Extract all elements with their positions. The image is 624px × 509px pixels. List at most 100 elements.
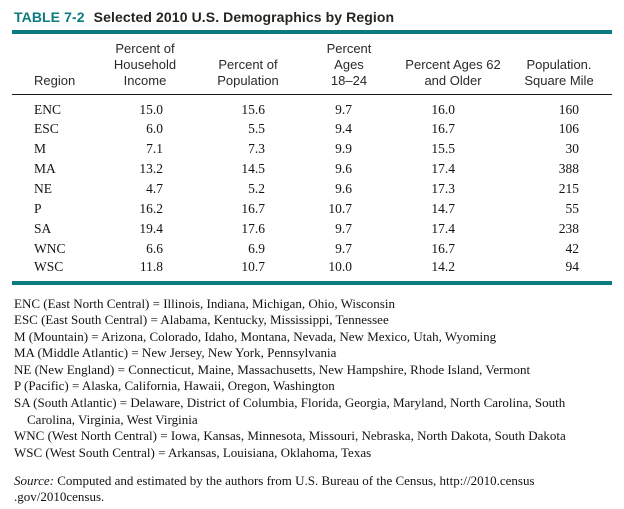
header-line: Household xyxy=(113,57,177,72)
value-cell: 10.7 xyxy=(241,258,265,274)
header-line: and Older xyxy=(424,73,482,88)
value-cell: 6.6 xyxy=(146,240,163,256)
table-row: WNC 6.6 6.9 9.7 16.7 42 xyxy=(12,239,612,259)
value-cell: 160 xyxy=(558,101,579,117)
table-row: NE 4.7 5.2 9.6 17.3 215 xyxy=(12,179,612,199)
value-cell: 11.8 xyxy=(139,258,163,274)
value-cell: 17.4 xyxy=(431,220,455,236)
header-population: Percent of Population xyxy=(198,34,298,95)
value-cell: 6.9 xyxy=(248,240,265,256)
header-line: Percent of xyxy=(218,57,278,72)
footnote: M (Mountain) = Arizona, Colorado, Idaho,… xyxy=(14,328,497,344)
footnote: P (Pacific) = Alaska, California, Hawaii… xyxy=(14,378,335,394)
value-cell: 4.7 xyxy=(146,180,163,196)
region-cell: NE xyxy=(34,180,52,196)
region-cell: WNC xyxy=(34,240,66,256)
bottom-rule xyxy=(12,280,612,285)
table-row: SA 19.4 17.6 9.7 17.4 238 xyxy=(12,219,612,239)
header-line: Population xyxy=(217,73,279,88)
value-cell: 5.5 xyxy=(248,120,265,136)
value-cell: 16.7 xyxy=(241,200,265,216)
value-cell: 15.5 xyxy=(431,140,455,156)
header-line: Population. xyxy=(526,57,592,72)
header-line: Percent xyxy=(326,41,372,56)
table-row: ESC 6.0 5.5 9.4 16.7 106 xyxy=(12,119,612,139)
region-cell: ENC xyxy=(34,101,61,117)
region-cell: SA xyxy=(34,220,52,236)
demographics-table: Region Percent of Household Income Perce… xyxy=(12,34,612,279)
table-title: Selected 2010 U.S. Demographics by Regio… xyxy=(93,9,395,25)
table-row: ENC 15.0 15.6 9.7 16.0 160 xyxy=(12,95,612,119)
table-number-label: TABLE 7-2 xyxy=(14,9,85,25)
value-cell: 9.7 xyxy=(335,240,352,256)
value-cell: 10.0 xyxy=(328,258,352,274)
value-cell: 15.0 xyxy=(139,101,163,117)
region-cell: WSC xyxy=(34,258,64,274)
header-line: Region xyxy=(34,73,76,88)
value-cell: 16.7 xyxy=(431,240,455,256)
header-pop-per-square-mile: Population. Square Mile xyxy=(506,34,612,95)
value-cell: 19.4 xyxy=(139,220,163,236)
value-cell: 7.1 xyxy=(146,140,163,156)
value-cell: 9.4 xyxy=(335,120,352,136)
header-line: Percent Ages 62 xyxy=(405,57,501,72)
source-text-line2: .gov/2010census. xyxy=(14,489,105,505)
footnote: SA (South Atlantic) = Delaware, District… xyxy=(14,395,566,427)
table-row: WSC 11.8 10.7 10.0 14.2 94 xyxy=(12,259,612,279)
value-cell: 14.7 xyxy=(431,200,455,216)
value-cell: 6.0 xyxy=(146,120,163,136)
header-ages-18-24: Percent Ages 18–24 xyxy=(298,34,400,95)
value-cell: 9.6 xyxy=(335,160,352,176)
table-row: MA 13.2 14.5 9.6 17.4 388 xyxy=(12,159,612,179)
header-line: Percent of xyxy=(115,41,175,56)
value-cell: 9.6 xyxy=(335,180,352,196)
value-cell: 9.7 xyxy=(335,220,352,236)
footnote: ENC (East North Central) = Illinois, Ind… xyxy=(14,295,395,311)
value-cell: 5.2 xyxy=(248,180,265,196)
value-cell: 16.2 xyxy=(139,200,163,216)
value-cell: 16.7 xyxy=(431,120,455,136)
footnote: NE (New England) = Connecticut, Maine, M… xyxy=(14,361,531,377)
header-row: Region Percent of Household Income Perce… xyxy=(12,34,612,95)
value-cell: 13.2 xyxy=(139,160,163,176)
value-cell: 42 xyxy=(565,240,580,256)
value-cell: 94 xyxy=(565,258,580,274)
value-cell: 9.9 xyxy=(335,140,352,156)
table-caption: TABLE 7-2 Selected 2010 U.S. Demographic… xyxy=(12,9,612,25)
value-cell: 17.3 xyxy=(431,180,455,196)
header-line: Income xyxy=(123,73,167,88)
value-cell: 215 xyxy=(558,180,579,196)
region-cell: ESC xyxy=(34,120,59,136)
value-cell: 17.6 xyxy=(241,220,265,236)
region-cell: M xyxy=(34,140,47,156)
header-line: Square Mile xyxy=(524,73,594,88)
value-cell: 14.5 xyxy=(241,160,265,176)
header-household-income: Percent of Household Income xyxy=(92,34,198,95)
value-cell: 388 xyxy=(558,160,579,176)
footnote: WNC (West North Central) = Iowa, Kansas,… xyxy=(14,428,566,444)
value-cell: 16.0 xyxy=(431,101,455,117)
header-line: Ages xyxy=(334,57,364,72)
value-cell: 7.3 xyxy=(248,140,265,156)
footnote: ESC (East South Central) = Alabama, Kent… xyxy=(14,312,389,328)
value-cell: 17.4 xyxy=(431,160,455,176)
value-cell: 238 xyxy=(558,220,579,236)
top-rule xyxy=(12,30,612,34)
region-cell: P xyxy=(34,200,42,216)
footnote: MA (Middle Atlantic) = New Jersey, New Y… xyxy=(14,345,337,361)
value-cell: 10.7 xyxy=(328,200,352,216)
table-row: P 16.2 16.7 10.7 14.7 55 xyxy=(12,199,612,219)
table-row: M 7.1 7.3 9.9 15.5 30 xyxy=(12,139,612,159)
source-label: Source: xyxy=(14,473,54,489)
header-line: 18–24 xyxy=(330,73,368,88)
footnotes-block: ENC (East North Central) = Illinois, Ind… xyxy=(12,296,612,462)
header-region: Region xyxy=(12,34,92,95)
value-cell: 106 xyxy=(558,120,579,136)
value-cell: 30 xyxy=(565,140,580,156)
header-ages-62-older: Percent Ages 62 and Older xyxy=(400,34,506,95)
value-cell: 9.7 xyxy=(335,101,352,117)
source-note: Source: Computed and estimated by the au… xyxy=(12,473,612,505)
value-cell: 55 xyxy=(565,200,580,216)
source-text-line1: Computed and estimated by the authors fr… xyxy=(57,473,535,489)
